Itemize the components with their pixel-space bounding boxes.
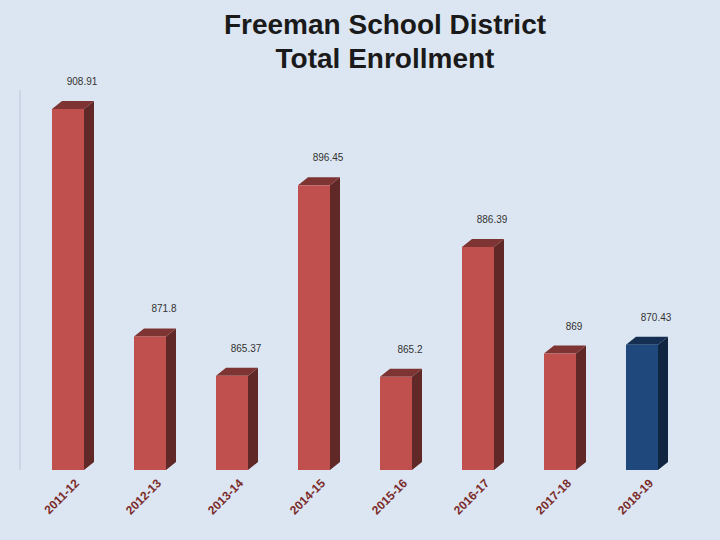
data-label: 865.37 xyxy=(231,343,262,354)
chart-svg: 908.91 2011-12 871.8 2012-13 865.37 2013-14 89… xyxy=(0,0,720,540)
category-label: 2013-14 xyxy=(205,476,246,517)
bar-side xyxy=(412,369,422,470)
bar xyxy=(380,377,412,470)
data-label: 896.45 xyxy=(313,152,344,163)
bar-top xyxy=(52,101,94,109)
bar-side xyxy=(166,328,176,470)
data-label: 886.39 xyxy=(477,214,508,225)
bar xyxy=(52,109,84,470)
bar-top xyxy=(462,239,504,247)
data-label: 865.2 xyxy=(397,344,422,355)
category-label: 2015-16 xyxy=(369,476,410,517)
bar-top xyxy=(216,368,258,376)
bar-top xyxy=(626,337,668,345)
bar xyxy=(216,376,248,470)
chart-title: Freeman School District Total Enrollment xyxy=(195,8,575,76)
bar-side xyxy=(658,337,668,470)
bar xyxy=(544,354,576,470)
bar-side xyxy=(248,368,258,470)
bar-side xyxy=(84,101,94,470)
bars xyxy=(52,101,668,470)
data-label: 871.8 xyxy=(151,303,176,314)
bar-top xyxy=(544,346,586,354)
labels: 908.91 2011-12 871.8 2012-13 865.37 2013-14 89… xyxy=(42,76,672,517)
bar-side xyxy=(330,177,340,470)
bar-top xyxy=(134,328,176,336)
bar xyxy=(462,247,494,470)
category-label: 2018-19 xyxy=(615,476,656,517)
bar xyxy=(134,336,166,470)
category-label: 2014-15 xyxy=(287,476,328,517)
bar xyxy=(626,345,658,470)
data-label: 908.91 xyxy=(67,76,98,87)
bar-top xyxy=(380,369,422,377)
bar-side xyxy=(494,239,504,470)
bar xyxy=(298,185,330,470)
data-label: 869 xyxy=(566,321,583,332)
data-label: 870.43 xyxy=(641,312,672,323)
category-label: 2016-17 xyxy=(451,476,492,517)
category-label: 2012-13 xyxy=(123,476,164,517)
bar-side xyxy=(576,346,586,470)
bar-top xyxy=(298,177,340,185)
value-axis-line xyxy=(20,90,21,470)
category-label: 2011-12 xyxy=(42,476,83,517)
category-label: 2017-18 xyxy=(533,476,574,517)
